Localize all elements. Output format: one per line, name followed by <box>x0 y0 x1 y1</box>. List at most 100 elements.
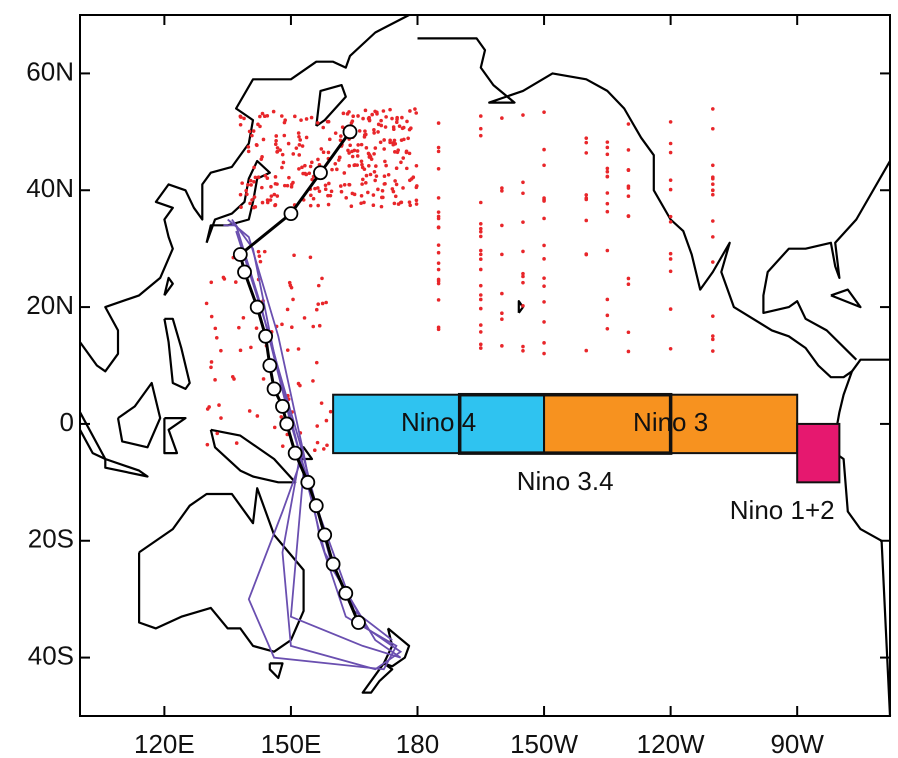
observation-dot <box>335 167 339 172</box>
observation-dot <box>323 183 328 188</box>
observation-dot <box>668 307 673 311</box>
observation-dot <box>542 276 546 280</box>
observation-dot <box>478 252 483 257</box>
observation-dot <box>222 277 227 281</box>
observation-dot <box>262 249 267 254</box>
observation-dot <box>256 175 261 180</box>
observation-dot <box>249 345 253 350</box>
observation-dot <box>378 140 383 145</box>
observation-dot <box>316 302 321 306</box>
observation-dot <box>478 342 483 347</box>
observation-dot <box>605 140 610 144</box>
observation-dot <box>414 202 419 206</box>
observation-dot <box>315 121 320 125</box>
observation-dot <box>405 119 409 124</box>
observation-dot <box>414 198 419 203</box>
coastline <box>417 37 892 717</box>
observation-dot <box>605 313 610 318</box>
observation-dot <box>711 314 715 318</box>
observation-dot <box>297 143 302 147</box>
observation-dot <box>390 116 394 121</box>
observation-dot <box>668 150 673 155</box>
station <box>287 445 303 461</box>
coastline <box>104 457 149 478</box>
observation-dot <box>355 154 360 158</box>
observation-dot <box>313 186 317 191</box>
observation-dot <box>253 175 258 180</box>
observation-dot <box>273 142 278 147</box>
observation-dot <box>626 184 631 188</box>
observation-dot <box>359 142 364 147</box>
observation-dot <box>386 172 391 177</box>
observation-dot <box>362 200 366 205</box>
observation-dot <box>280 444 285 448</box>
observation-dot <box>372 169 377 174</box>
observation-dot <box>436 277 441 282</box>
observation-dot <box>399 160 403 165</box>
observation-dot <box>478 297 483 302</box>
observation-dot <box>542 147 546 152</box>
observation-dot <box>411 175 416 180</box>
observation-dot <box>371 203 376 207</box>
observation-dot <box>413 107 417 111</box>
observation-dot <box>255 414 260 418</box>
observation-dot <box>361 177 365 182</box>
observation-dot <box>372 131 376 135</box>
observation-dot <box>240 181 244 185</box>
axes: 60N 40N 20N 0 20S 40S 120E 150E 180 150W 120W 90W <box>26 15 890 758</box>
nino-region <box>796 422 841 484</box>
observation-dot <box>584 140 589 145</box>
observation-dot <box>626 282 631 287</box>
coastline <box>851 358 890 372</box>
observation-dot <box>436 214 441 219</box>
observation-dot <box>398 200 403 205</box>
observation-dot <box>252 195 257 199</box>
observation-dot <box>340 125 345 129</box>
observation-dot <box>280 114 284 118</box>
observation-dot <box>521 344 525 349</box>
observation-dot <box>309 115 314 120</box>
observation-dot <box>298 383 302 388</box>
observation-dot <box>668 214 673 219</box>
observation-dot <box>626 276 631 281</box>
observation-dot <box>280 152 285 157</box>
observation-dot <box>668 187 673 192</box>
observation-dot <box>323 187 328 191</box>
observation-dot <box>347 110 351 114</box>
observation-dot <box>309 193 313 198</box>
observation-dot <box>261 137 266 142</box>
y-tick-label: 40S <box>28 640 74 670</box>
observation-dot <box>376 130 380 134</box>
observation-dot <box>207 405 211 409</box>
observation-dot <box>360 162 364 167</box>
observation-dot <box>204 301 209 306</box>
observation-dot <box>367 163 371 168</box>
x-tick-label: 150W <box>510 729 578 758</box>
observation-dot <box>367 115 371 120</box>
observation-dot <box>297 134 301 139</box>
observation-dot <box>388 138 392 143</box>
observation-dot <box>275 146 280 150</box>
observation-dot <box>319 147 324 151</box>
coastline <box>268 662 284 680</box>
observation-dot <box>287 175 291 180</box>
station <box>232 247 248 262</box>
observation-dot <box>275 194 280 198</box>
observation-dot <box>352 163 357 168</box>
observation-dot <box>246 182 250 187</box>
observation-dot <box>308 255 313 260</box>
coastlines <box>79 14 892 717</box>
observation-dot <box>542 300 546 304</box>
observation-dot <box>291 152 296 156</box>
observation-dot <box>542 351 546 356</box>
observation-dot <box>605 169 610 174</box>
observation-dot <box>584 218 589 223</box>
observation-dot <box>605 191 610 195</box>
observation-dot <box>605 201 610 206</box>
observation-dot <box>281 160 286 165</box>
observation-dot <box>711 188 715 193</box>
observation-dot <box>244 188 248 193</box>
station <box>275 398 290 414</box>
observation-dot <box>257 254 262 258</box>
y-tick-label: 20S <box>28 524 74 554</box>
